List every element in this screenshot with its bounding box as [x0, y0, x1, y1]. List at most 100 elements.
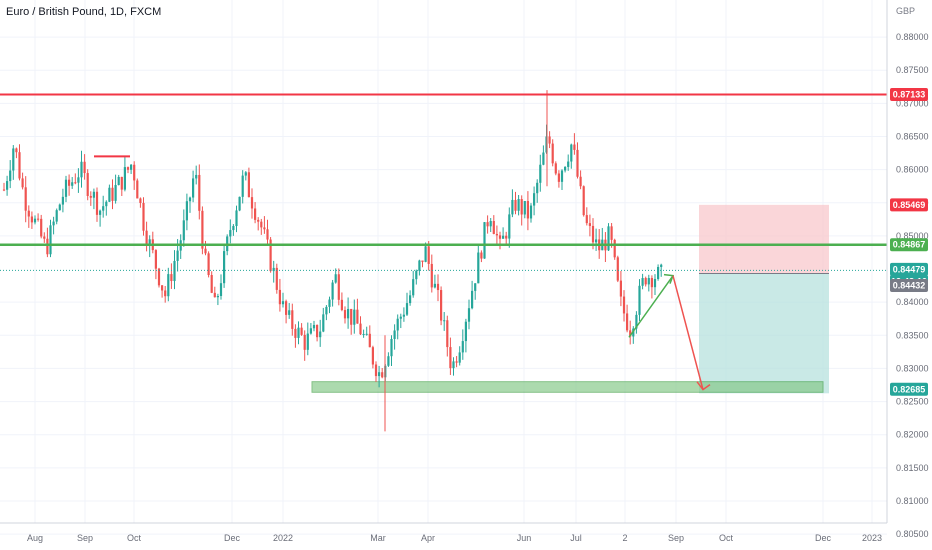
candle-body	[303, 334, 306, 350]
currency-label: GBP	[896, 6, 916, 16]
candle-body	[105, 201, 108, 207]
y-tick-label: 0.82000	[896, 430, 929, 440]
candle-body	[576, 149, 579, 177]
candle-body	[309, 328, 312, 334]
x-tick-label: Mar	[370, 533, 386, 543]
candle-body	[585, 215, 588, 224]
x-tick-label: Jul	[570, 533, 582, 543]
candle-body	[353, 309, 356, 325]
candle-body	[641, 278, 644, 286]
y-tick-label: 0.81500	[896, 463, 929, 473]
candle-body	[536, 182, 539, 194]
candle-body	[334, 274, 337, 283]
candle-body	[452, 361, 455, 369]
candle-body	[157, 268, 161, 286]
y-tick-label: 0.81000	[896, 496, 929, 506]
candle-body	[582, 186, 585, 216]
candle-body	[464, 321, 467, 342]
candle-body	[86, 173, 89, 196]
candle-body	[247, 172, 250, 198]
candle-body	[114, 185, 117, 201]
price-label-bg-current	[890, 262, 928, 276]
x-tick-label: Dec	[815, 533, 832, 543]
candle-body	[381, 372, 384, 378]
candle-body	[164, 290, 167, 297]
candle-body	[579, 176, 582, 187]
candle-body	[167, 274, 170, 297]
candle-body	[424, 246, 427, 262]
candle-body	[430, 263, 433, 288]
candle-body	[40, 218, 43, 237]
candle-body	[635, 314, 638, 329]
candle-body	[198, 174, 201, 211]
y-tick-label: 0.88000	[896, 32, 929, 42]
price-label-current: 0.84479	[893, 264, 926, 274]
down-projection-line	[672, 275, 704, 390]
candle-body	[223, 251, 226, 284]
candle-body	[436, 283, 440, 291]
candle-body	[517, 199, 520, 211]
candle-body	[638, 285, 641, 315]
stop-loss-zone	[699, 204, 829, 274]
candle-body	[471, 290, 474, 309]
candle-body	[319, 331, 322, 338]
candle-body	[139, 198, 142, 203]
candle-body	[378, 372, 381, 377]
candle-body	[622, 296, 626, 314]
candle-body	[260, 221, 263, 228]
candle-body	[449, 347, 452, 369]
candle-body	[356, 309, 359, 324]
candle-body	[188, 197, 192, 202]
candle-body	[126, 167, 130, 170]
candle-body	[647, 278, 650, 285]
candle-body	[278, 289, 281, 305]
candle-body	[362, 333, 365, 335]
candle-body	[427, 246, 430, 264]
candle-body	[95, 191, 99, 215]
x-tick-label: 2022	[273, 533, 293, 543]
price-label-bg-support	[890, 238, 928, 252]
candle-body	[241, 175, 244, 197]
candle-body	[368, 333, 371, 348]
demand-zone	[311, 381, 824, 393]
candle-body	[458, 352, 461, 363]
candle-body	[46, 238, 49, 255]
candle-body	[557, 173, 560, 182]
candle-body	[68, 179, 71, 186]
price-label-support: 0.84867	[893, 240, 926, 250]
candle-body	[275, 267, 278, 290]
candle-body	[195, 174, 198, 179]
candle-body	[486, 222, 489, 227]
candle-body	[6, 181, 9, 190]
candle-body	[359, 323, 362, 335]
candle-body	[657, 266, 660, 279]
candle-body	[182, 220, 185, 241]
candle-body	[192, 178, 195, 198]
candle-body	[300, 327, 303, 335]
price-label-entry: 0.84432	[893, 281, 926, 291]
candle-body	[523, 200, 526, 215]
price-label-bg-target	[890, 382, 928, 396]
candle-body	[489, 221, 492, 227]
candle-body	[52, 221, 55, 226]
candle-body	[613, 239, 616, 258]
candle-body	[495, 233, 498, 236]
candle-body	[312, 324, 316, 329]
candle-body	[219, 283, 223, 296]
candle-body	[170, 274, 173, 282]
candle-body	[288, 310, 291, 315]
candle-body	[415, 270, 418, 280]
candle-body	[145, 230, 148, 246]
candle-body	[285, 301, 288, 315]
candle-body	[123, 167, 126, 190]
candle-body	[254, 208, 257, 220]
candle-body	[542, 152, 545, 165]
candles	[2, 90, 663, 432]
candle-body	[325, 306, 328, 315]
y-tick-label: 0.86500	[896, 132, 929, 142]
y-tick-label: 0.83500	[896, 330, 929, 340]
position-zones	[311, 204, 829, 394]
drawn-lines	[0, 93, 887, 391]
candle-body	[71, 182, 74, 186]
